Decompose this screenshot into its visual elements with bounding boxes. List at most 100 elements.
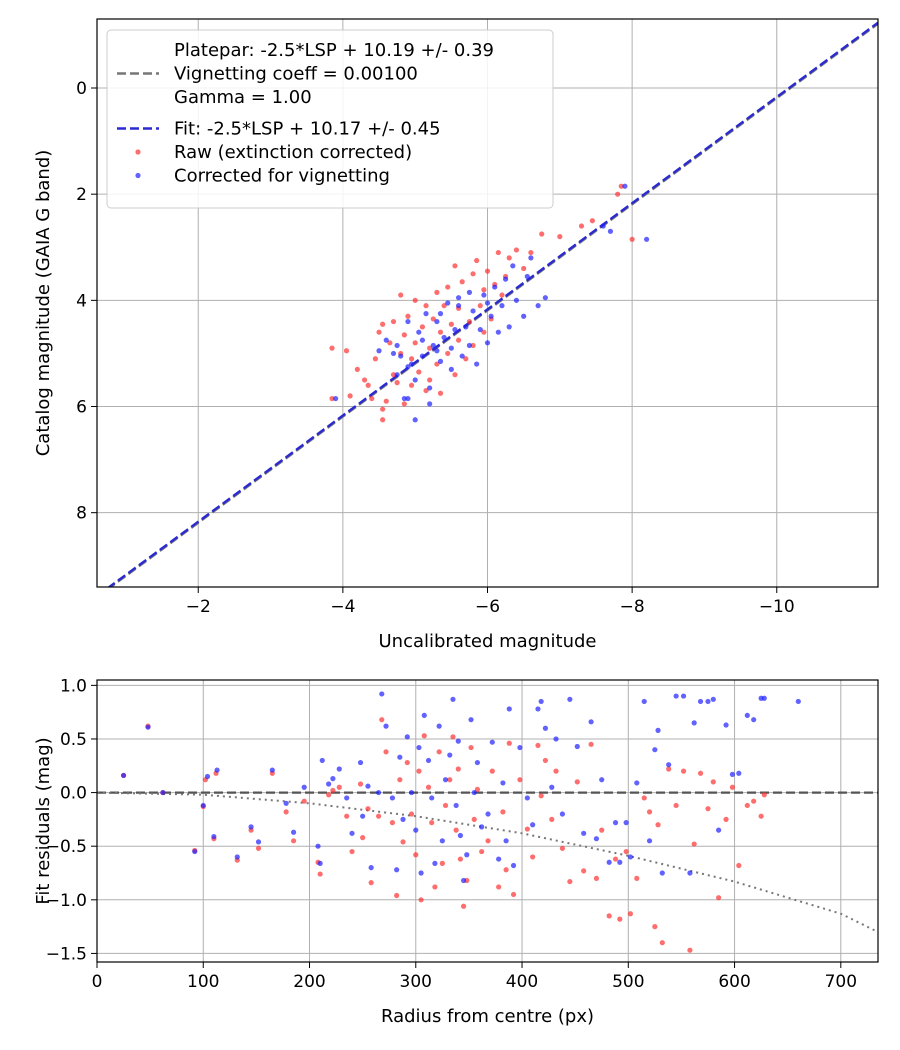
top-data-point bbox=[437, 311, 444, 317]
legend-entry-label: Fit: -2.5*LSP + 10.17 +/- 0.45 bbox=[174, 119, 441, 140]
bottom-data-point bbox=[450, 734, 456, 740]
bottom-data-point bbox=[659, 940, 665, 946]
bottom-data-point bbox=[315, 843, 321, 849]
top-data-point bbox=[394, 342, 400, 349]
bottom-data-point bbox=[687, 870, 693, 876]
bottom-data-point bbox=[673, 693, 679, 699]
bottom-data-point bbox=[357, 759, 364, 766]
top-data-point bbox=[643, 236, 650, 242]
bottom-data-point bbox=[510, 862, 517, 869]
bottom-data-point bbox=[666, 766, 672, 772]
bottom-x-tick-label: 700 bbox=[825, 972, 857, 992]
top-x-tick-label: −10 bbox=[759, 597, 795, 617]
bottom-data-point bbox=[404, 734, 410, 740]
top-data-point bbox=[455, 337, 462, 343]
top-data-point bbox=[365, 382, 371, 388]
bottom-data-point bbox=[360, 813, 366, 819]
bottom-data-point bbox=[413, 852, 419, 858]
bottom-data-point bbox=[436, 749, 442, 755]
bottom-data-point bbox=[553, 736, 559, 742]
bottom-data-point bbox=[524, 826, 530, 832]
bottom-data-point bbox=[432, 860, 438, 866]
bottom-data-point bbox=[464, 852, 470, 858]
bottom-data-point bbox=[599, 777, 605, 783]
top-data-point bbox=[492, 284, 498, 290]
top-data-point bbox=[445, 284, 451, 290]
bottom-data-point bbox=[503, 838, 509, 844]
bottom-data-point bbox=[723, 816, 729, 822]
bottom-data-point bbox=[479, 824, 485, 830]
bottom-data-point bbox=[524, 795, 530, 801]
top-data-point bbox=[437, 358, 444, 364]
top-data-point bbox=[369, 395, 375, 402]
bottom-data-point bbox=[751, 798, 757, 804]
top-data-point bbox=[354, 366, 360, 372]
bottom-data-point bbox=[389, 820, 395, 826]
legend-entry-label: Gamma = 1.00 bbox=[174, 87, 312, 108]
top-data-point bbox=[380, 417, 386, 423]
top-fit-line bbox=[107, 21, 878, 587]
bottom-data-point bbox=[617, 916, 623, 922]
bottom-data-point bbox=[723, 722, 729, 728]
top-data-point bbox=[499, 292, 505, 298]
top-data-point bbox=[329, 395, 335, 402]
top-data-point bbox=[412, 340, 418, 346]
bottom-data-point bbox=[192, 848, 198, 855]
bottom-x-tick-label: 0 bbox=[92, 972, 103, 992]
top-y-tick-label: 8 bbox=[76, 504, 87, 524]
bottom-grid bbox=[96, 680, 878, 962]
bottom-data-point bbox=[510, 891, 517, 898]
bottom-y-tick-label: 0.0 bbox=[60, 784, 87, 804]
top-data-point bbox=[401, 401, 407, 407]
bottom-data-point bbox=[468, 717, 474, 723]
bottom-data-point bbox=[612, 856, 619, 862]
bottom-data-point bbox=[326, 781, 332, 787]
top-data-point bbox=[405, 318, 411, 325]
top-data-point bbox=[441, 334, 447, 341]
bottom-data-point bbox=[214, 767, 220, 773]
bottom-data-point bbox=[542, 757, 549, 764]
top-data-point bbox=[477, 303, 483, 309]
top-data-point bbox=[466, 342, 473, 349]
legend-entry-label: Platepar: -2.5*LSP + 10.19 +/- 0.39 bbox=[174, 40, 494, 61]
bottom-data-point bbox=[623, 848, 629, 855]
top-x-axis-label: Uncalibrated magnitude bbox=[378, 631, 596, 652]
bottom-data-point bbox=[234, 854, 240, 860]
bottom-y-tick-label: −1.5 bbox=[46, 944, 87, 964]
bottom-data-point bbox=[687, 947, 693, 953]
bottom-data-point bbox=[290, 838, 297, 844]
bottom-data-point bbox=[457, 856, 464, 862]
bottom-data-point bbox=[330, 787, 336, 794]
bottom-data-point bbox=[479, 848, 485, 855]
top-data-point bbox=[521, 313, 527, 319]
bottom-data-point bbox=[606, 913, 612, 919]
top-data-point bbox=[506, 255, 512, 261]
top-data-point bbox=[474, 257, 480, 264]
top-data-point bbox=[401, 332, 407, 338]
top-data-point bbox=[448, 345, 454, 351]
bottom-data-point bbox=[680, 693, 687, 699]
bottom-data-point bbox=[204, 773, 211, 780]
top-data-point bbox=[557, 234, 563, 240]
top-data-point bbox=[452, 326, 458, 333]
top-data-point bbox=[430, 342, 436, 349]
bottom-axes-frame bbox=[96, 679, 879, 963]
bottom-data-point bbox=[379, 717, 385, 723]
top-data-point bbox=[437, 390, 444, 396]
top-data-point bbox=[528, 255, 534, 261]
bottom-data-point bbox=[425, 757, 432, 764]
bottom-data-point bbox=[612, 820, 619, 826]
bottom-data-point bbox=[535, 706, 541, 712]
bottom-data-point bbox=[744, 802, 750, 809]
top-data-point bbox=[484, 300, 491, 306]
bottom-data-point bbox=[326, 792, 332, 798]
bottom-data-point bbox=[581, 830, 587, 836]
bottom-data-point bbox=[471, 789, 477, 796]
bottom-data-point bbox=[535, 742, 541, 749]
bottom-data-point bbox=[489, 768, 495, 774]
bottom-data-point bbox=[641, 698, 647, 705]
top-data-point bbox=[329, 345, 335, 351]
bottom-data-point bbox=[606, 859, 612, 865]
top-ticks: −2 −4 −6 −8 −10 0 2 4 6 8 bbox=[76, 79, 795, 617]
